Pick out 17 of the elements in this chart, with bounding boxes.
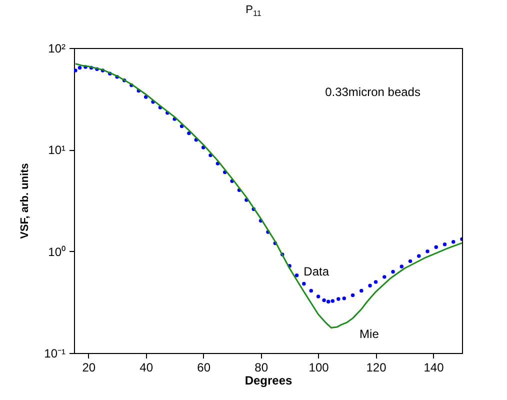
x-tick-label: 140	[424, 360, 444, 374]
y-tick-label: 10²	[48, 42, 66, 56]
chart-title: P$_{11}$	[244, 4, 262, 18]
series-label: Mie	[360, 326, 380, 341]
y-tick-label: 10⁰	[48, 244, 66, 259]
y-tick-label: 10¹	[48, 143, 66, 158]
x-tick-label: 120	[366, 360, 387, 374]
x-tick-label: 20	[82, 360, 96, 374]
y-axis-title: VSF, arb. units	[19, 163, 32, 239]
x-tick-label: 60	[197, 360, 211, 374]
x-tick-label: 80	[254, 360, 268, 374]
x-tick-label: 100	[308, 360, 330, 374]
y-tick-label: 10⁻¹	[44, 346, 66, 360]
x-axis-title: Degrees	[244, 374, 292, 388]
x-tick-label: 40	[140, 360, 154, 374]
series-label: Data	[304, 264, 330, 279]
annotation: 0.33micron beads	[325, 85, 420, 99]
